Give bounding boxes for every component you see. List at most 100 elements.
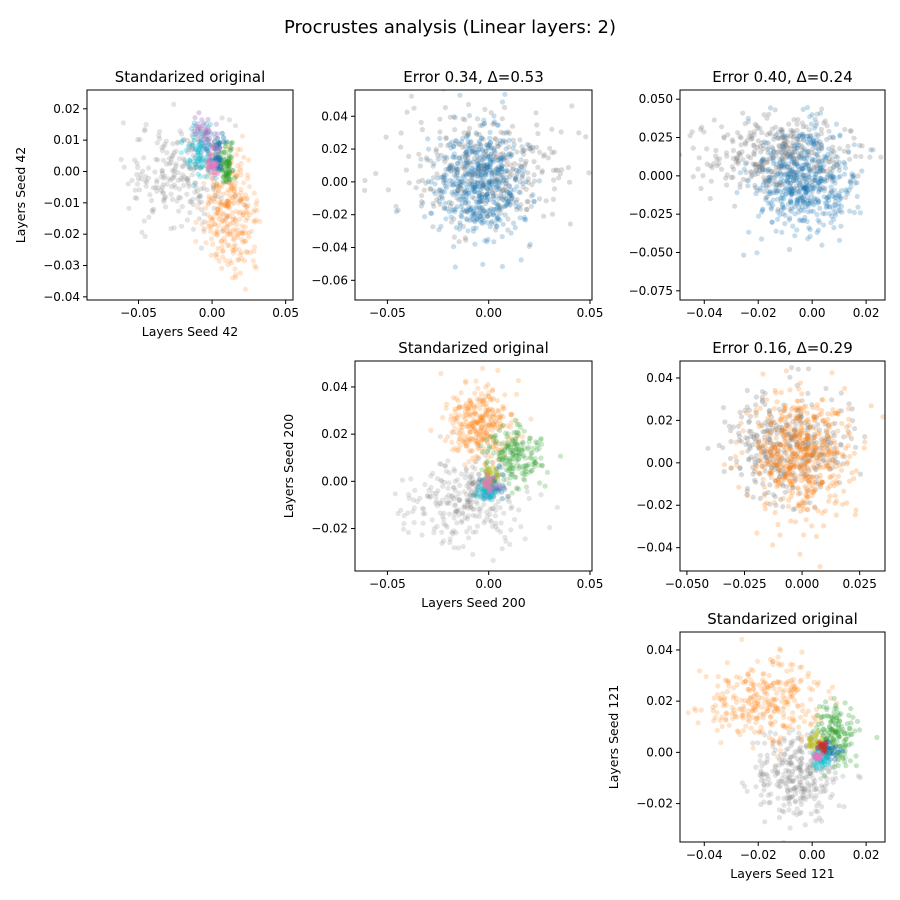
scatter-point: [761, 464, 767, 470]
scatter-point: [208, 198, 214, 204]
scatter-point: [463, 467, 469, 473]
scatter-point: [419, 532, 425, 538]
scatter-point: [779, 698, 785, 705]
scatter-point: [767, 501, 773, 507]
scatter-point: [453, 508, 459, 514]
scatter-point: [789, 192, 795, 198]
scatter-point: [799, 422, 805, 428]
scatter-point: [786, 688, 792, 694]
scatter-point: [225, 201, 231, 207]
scatter-point: [761, 787, 767, 793]
scatter-point: [793, 775, 800, 781]
scatter-point: [787, 778, 794, 784]
scatter-point: [461, 174, 467, 180]
scatter-point: [795, 197, 801, 203]
scatter-point: [834, 459, 841, 466]
scatter-point: [462, 440, 468, 446]
scatter-point: [152, 169, 158, 175]
scatter-point: [833, 153, 839, 159]
scatter-point: [212, 143, 218, 149]
scatter-point: [829, 451, 835, 457]
scatter-point: [204, 148, 210, 154]
scatter-point: [531, 464, 537, 470]
scatter-point: [476, 204, 482, 210]
scatter-point: [861, 445, 867, 451]
scatter-point: [825, 152, 831, 158]
scatter-point: [168, 191, 174, 197]
scatter-point: [774, 483, 780, 489]
scatter-point: [807, 789, 813, 795]
scatter-point: [746, 229, 752, 235]
scatter-point: [765, 175, 771, 181]
scatter-point: [482, 461, 488, 467]
scatter-point: [822, 773, 828, 779]
scatter-point: [791, 810, 797, 816]
scatter-point: [777, 474, 783, 480]
scatter-point: [496, 171, 502, 177]
scatter-point: [786, 795, 793, 801]
scatter-point: [541, 213, 547, 219]
scatter-point: [787, 167, 793, 173]
scatter-point: [816, 455, 823, 462]
scatter-point: [718, 740, 724, 746]
scatter-point: [198, 158, 204, 164]
scatter-point: [747, 413, 754, 419]
scatter-point: [804, 453, 810, 459]
scatter-point: [448, 168, 454, 174]
scatter-point: [780, 689, 786, 696]
scatter-point: [786, 246, 793, 253]
scatter-point: [457, 443, 463, 449]
scatter-point: [788, 192, 794, 198]
scatter-point: [445, 434, 451, 440]
scatter-point: [448, 214, 454, 220]
scatter-point: [794, 174, 800, 180]
scatter-point: [242, 258, 248, 264]
scatter-point: [795, 486, 802, 492]
scatter-point: [795, 133, 802, 139]
scatter-point: [120, 120, 126, 126]
scatter-point: [815, 146, 821, 152]
scatter-point: [244, 196, 250, 202]
scatter-point: [773, 190, 779, 196]
scatter-point: [710, 708, 716, 714]
scatter-point: [246, 157, 252, 163]
scatter-point: [797, 779, 803, 785]
scatter-point: [792, 435, 799, 441]
scatter-point: [457, 436, 464, 442]
scatter-point: [490, 206, 496, 212]
scatter-point: [755, 144, 761, 150]
scatter-point: [801, 186, 808, 192]
scatter-point: [812, 185, 818, 191]
scatter-point: [781, 477, 787, 483]
scatter-point: [845, 428, 851, 434]
scatter-point: [776, 448, 782, 454]
scatter-point: [783, 143, 789, 149]
scatter-point: [239, 223, 245, 229]
scatter-point: [789, 768, 796, 774]
scatter-point: [797, 551, 803, 557]
scatter-point: [478, 142, 484, 148]
scatter-point: [830, 764, 836, 771]
scatter-point: [232, 227, 238, 233]
scatter-point: [812, 417, 818, 423]
scatter-point: [531, 159, 537, 165]
scatter-point: [206, 148, 212, 154]
scatter-point: [808, 121, 815, 127]
scatter-point: [785, 431, 792, 437]
scatter-point: [512, 474, 518, 480]
scatter-point: [808, 811, 814, 817]
scatter-point: [491, 239, 497, 245]
scatter-point: [754, 530, 760, 536]
scatter-point: [784, 774, 791, 780]
scatter-point: [203, 158, 209, 164]
scatter-point: [735, 155, 741, 161]
scatter-point: [222, 179, 228, 185]
scatter-point: [729, 164, 736, 170]
scatter-point: [211, 142, 217, 149]
scatter-point: [780, 474, 787, 480]
scatter-point: [771, 680, 777, 686]
scatter-point: [821, 120, 827, 126]
scatter-point: [734, 458, 740, 464]
scatter-point: [836, 191, 842, 197]
scatter-point: [515, 456, 522, 462]
